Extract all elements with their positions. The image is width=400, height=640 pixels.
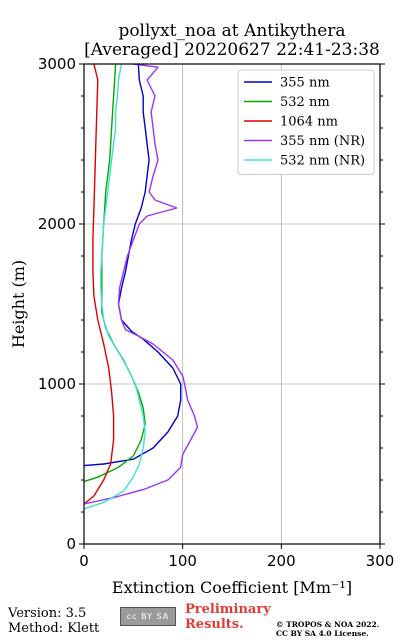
series-layer — [83, 63, 199, 510]
method-text: Method: Klett — [8, 621, 100, 636]
legend-label: 1064 nm — [280, 115, 338, 130]
x-tick-label: 100 — [168, 552, 197, 570]
series-line-1 — [83, 63, 182, 467]
x-tick-label: 0 — [79, 552, 89, 570]
copyright-notice: © TROPOS & NOA 2022. CC BY SA 4.0 Licens… — [276, 620, 379, 638]
y-tick-label: 1000 — [38, 375, 76, 393]
legend-box — [237, 69, 375, 175]
series-line-5 — [83, 63, 146, 510]
legend-label: 532 nm — [280, 95, 330, 110]
cc-license-badge: cc BY SA — [120, 607, 176, 626]
legend: 355 nm 532 nm 1064 nm 355 nm (NR) 532 nm (NR… — [237, 69, 375, 175]
legend-label: 355 nm (NR) — [280, 134, 365, 149]
preliminary-line-2: Results. — [185, 617, 244, 632]
series-line-3 — [83, 63, 115, 505]
preliminary-line-1: Preliminary — [185, 602, 271, 617]
y-tick-label: 3000 — [38, 55, 76, 73]
x-tick-label: 300 — [366, 552, 395, 570]
legend-label: 355 nm — [280, 76, 330, 91]
plot-frame — [83, 63, 381, 545]
copyright-line-2: CC BY SA 4.0 License. — [276, 629, 369, 638]
y-tick-label: 0 — [66, 535, 76, 553]
chart-subtitle: [Averaged] 20220627 22:41-23:38 — [84, 40, 380, 60]
legend-label: 532 nm (NR) — [280, 154, 365, 169]
chart-title: pollyxt_noa at Antikythera — [118, 21, 346, 41]
series-line-4 — [83, 63, 199, 505]
x-axis-label: Extinction Coefficient [Mm⁻¹] — [112, 578, 352, 597]
x-tick-label: 200 — [267, 552, 296, 570]
y-tick-label: 2000 — [38, 215, 76, 233]
version-text: Version: 3.5 — [8, 606, 87, 621]
preliminary-notice: Preliminary Results. — [185, 602, 271, 632]
y-axis-label: Height (m) — [9, 260, 28, 348]
copyright-line-1: © TROPOS & NOA 2022. — [276, 620, 380, 629]
